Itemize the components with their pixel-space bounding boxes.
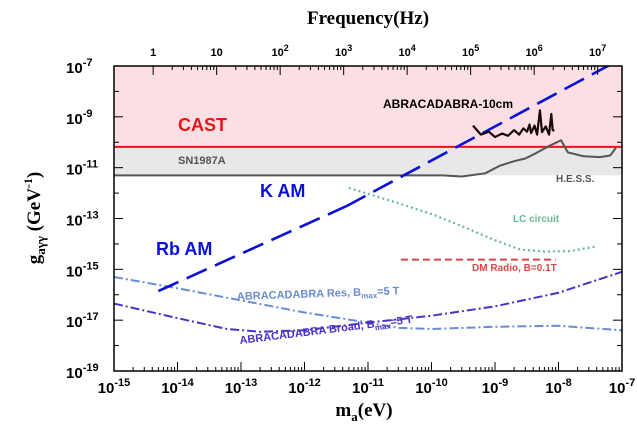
x-tick-label: 10-12 xyxy=(288,377,321,397)
y-axis-title: gaγγ (GeV-1) xyxy=(21,172,48,265)
hess-curve xyxy=(442,139,617,178)
top-tick-label: 10 xyxy=(211,47,223,59)
x-axis-title: ma(eV) xyxy=(335,400,392,424)
abracadabra-res-curve xyxy=(114,275,622,332)
y-tick-labels: 10-7 10-9 10-11 10-13 10-15 10-17 10-19 xyxy=(66,57,99,382)
plot-frame xyxy=(113,65,623,372)
abracadabra-10cm-curve xyxy=(472,109,555,139)
hess-label: H.E.S.S. xyxy=(556,174,595,185)
sn1987a-label: SN1987A xyxy=(178,155,226,167)
x-tick-label: 10-8 xyxy=(545,377,571,397)
top-tick-label: 102 xyxy=(272,43,289,59)
x-tick-label: 10-13 xyxy=(225,377,258,397)
top-tick-label: 104 xyxy=(399,43,416,59)
top-tick-labels: 1 10 102 103 104 105 106 107 xyxy=(150,43,606,59)
x-tick-label: 10-11 xyxy=(352,377,384,397)
k-am-label: K AM xyxy=(260,181,305,201)
top-axis-title: Frequency(Hz) xyxy=(307,8,429,29)
top-tick-label: 105 xyxy=(462,43,479,59)
y-tick-label: 10-19 xyxy=(66,362,99,382)
top-tick-label: 106 xyxy=(526,43,543,59)
x-tick-labels: 10-15 10-14 10-13 10-12 10-11 10-10 10-9 10-8 10… xyxy=(98,377,636,397)
top-tick-label: 103 xyxy=(335,43,352,59)
y-tick-label: 10-9 xyxy=(66,108,92,128)
abracadabra-10cm-label: ABRACADABRA-10cm xyxy=(383,97,513,111)
series-layer xyxy=(114,66,622,333)
rb-am-label: Rb AM xyxy=(156,239,212,259)
y-tick-label: 10-13 xyxy=(66,210,99,230)
y-tick-label: 10-7 xyxy=(66,57,92,77)
x-tick-label: 10-9 xyxy=(482,377,508,397)
abracadabra-broad-curve xyxy=(114,270,622,333)
top-tick-label: 1 xyxy=(150,47,156,59)
x-tick-label: 10-14 xyxy=(161,377,194,397)
top-tick-label: 107 xyxy=(589,43,606,59)
lc-circuit-label: LC circuit xyxy=(513,214,560,225)
abracadabra-broad-label: ABRACADABRA Broad, Bmax=5 T xyxy=(239,314,414,349)
x-tick-label: 10-7 xyxy=(609,377,635,397)
y-tick-label: 10-17 xyxy=(66,311,99,331)
rb-am-curve xyxy=(157,205,347,293)
y-tick-label: 10-15 xyxy=(66,260,99,280)
lc-circuit-curve xyxy=(348,186,597,253)
y-tick-label: 10-11 xyxy=(66,159,98,179)
x-tick-label: 10-10 xyxy=(415,377,448,397)
x-tick-label: 10-15 xyxy=(98,377,131,397)
abracadabra-res-label: ABRACADABRA Res, Bmax=5 T xyxy=(237,285,400,305)
dm-radio-label: DM Radio, B=0.1T xyxy=(472,263,557,274)
cast-label: CAST xyxy=(178,115,227,135)
